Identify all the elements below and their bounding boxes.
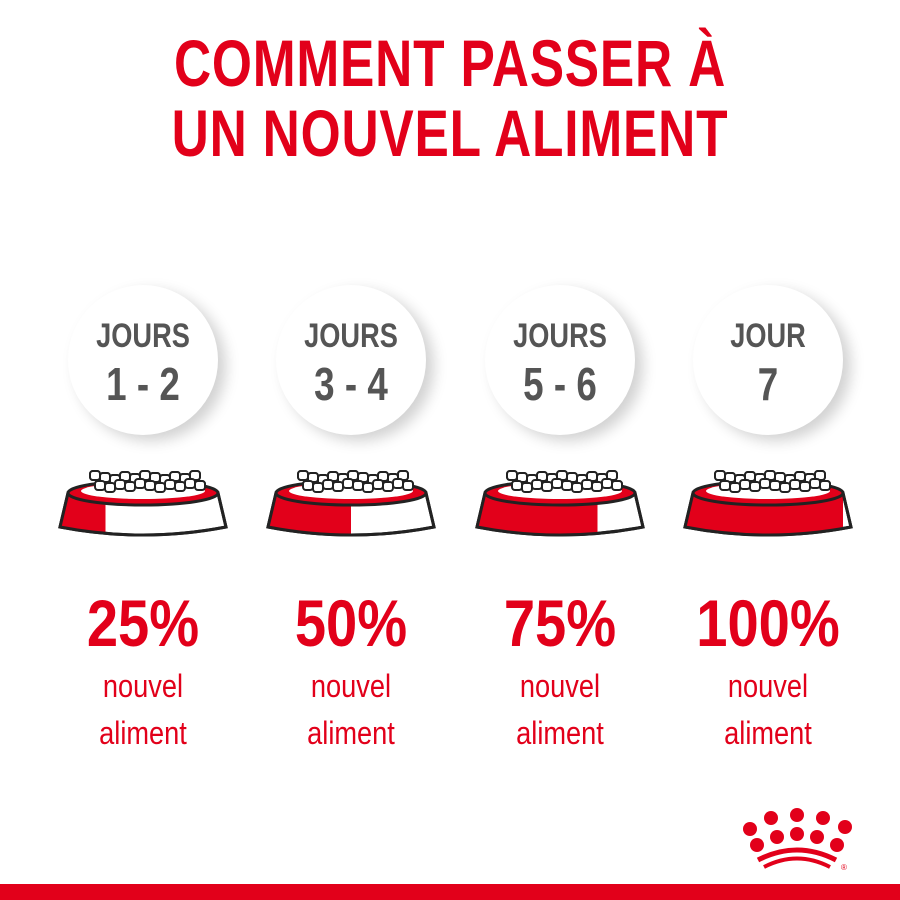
- food-bowl-icon: [683, 470, 853, 537]
- desc-line-2: aliment: [724, 715, 812, 751]
- days-label: JOUR: [730, 317, 806, 355]
- desc-line-2: aliment: [307, 715, 395, 751]
- desc-line-1: nouvel: [310, 668, 392, 704]
- days-range: 5 - 6: [523, 358, 597, 410]
- day-circle: [276, 285, 426, 435]
- percent-new-food: 75%: [503, 586, 617, 660]
- day-circle: [485, 285, 635, 435]
- title-line-1: COMMENT PASSER À: [173, 26, 727, 100]
- transition-step: JOURS 3 - 4 50% nouvel aliment: [246, 285, 456, 765]
- days-label: JOURS: [96, 317, 190, 355]
- desc-line-2: aliment: [99, 715, 187, 751]
- food-bowl-icon: [475, 470, 645, 537]
- transition-step: JOURS 1 - 2 25% nouvel aliment: [38, 285, 248, 765]
- food-bowl-icon: [266, 470, 436, 537]
- days-range: 7: [757, 358, 779, 410]
- day-circle: [68, 285, 218, 435]
- title-line-2: UN NOUVEL ALIMENT: [171, 96, 729, 170]
- transition-step: JOURS 5 - 6 75% nouvel aliment: [455, 285, 665, 765]
- percent-new-food: 25%: [86, 586, 200, 660]
- percent-new-food: 100%: [696, 586, 840, 660]
- days-range: 1 - 2: [106, 358, 180, 410]
- bottom-bar: [0, 884, 900, 900]
- days-label: JOURS: [304, 317, 398, 355]
- days-label: JOURS: [513, 317, 607, 355]
- day-circle: [693, 285, 843, 435]
- food-bowl-icon: [58, 470, 228, 537]
- days-range: 3 - 4: [314, 358, 388, 410]
- transition-step: JOUR 7 100% nouvel aliment: [663, 285, 873, 765]
- desc-line-1: nouvel: [102, 668, 184, 704]
- desc-line-1: nouvel: [519, 668, 601, 704]
- desc-line-2: aliment: [516, 715, 604, 751]
- percent-new-food: 50%: [294, 586, 408, 660]
- desc-line-1: nouvel: [727, 668, 809, 704]
- crown-logo-icon: ®: [743, 808, 852, 872]
- registered-mark: ®: [841, 863, 847, 872]
